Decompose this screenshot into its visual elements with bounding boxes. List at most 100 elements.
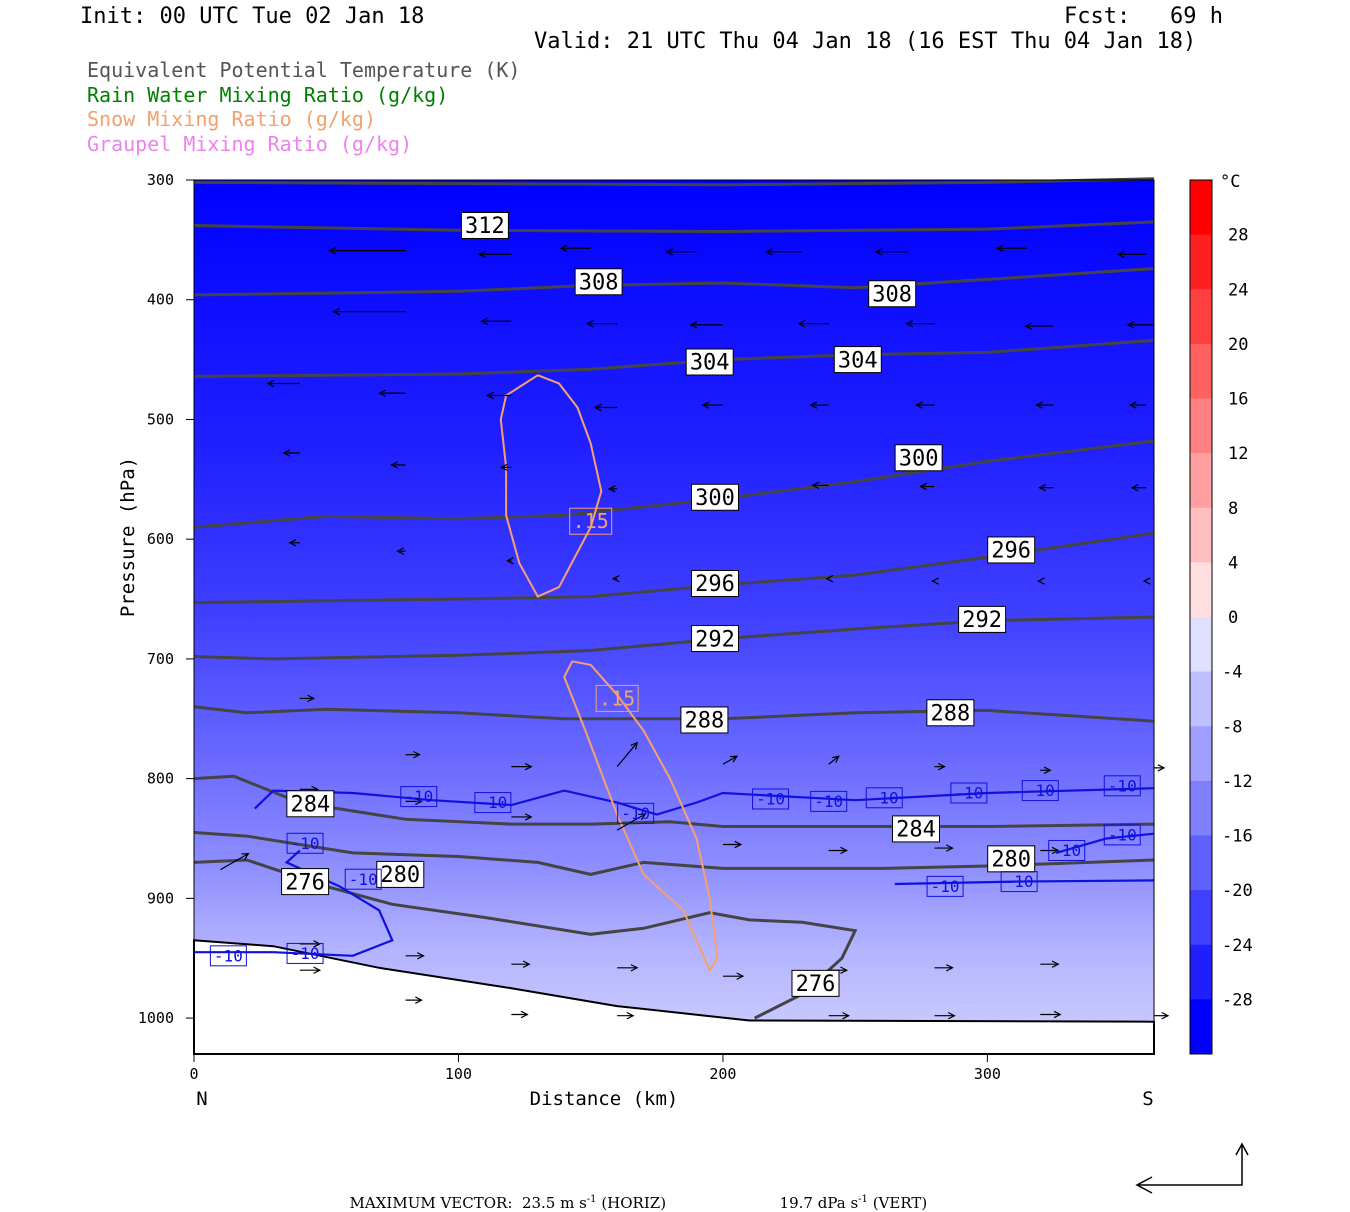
temperature-label: -10 <box>286 832 324 854</box>
wind-vector <box>825 574 834 583</box>
temperature-label-text: -10 <box>621 804 650 823</box>
colorbar-tick-label: 12 <box>1228 444 1248 464</box>
wind-vector <box>1126 321 1154 329</box>
theta-e-label-text: 276 <box>285 870 325 895</box>
wind-vector <box>828 1011 851 1020</box>
x-tick-label: 200 <box>709 1065 736 1083</box>
temperature-label-text: -10 <box>291 834 320 853</box>
temperature-label: -10 <box>209 945 247 967</box>
wind-vector <box>1040 1010 1062 1019</box>
wind-vector <box>607 485 618 493</box>
colorbar-tick-label: 16 <box>1228 390 1248 410</box>
theta-e-label-text: 308 <box>872 282 912 307</box>
wind-vector <box>934 964 954 972</box>
theta-e-label-text: 296 <box>695 572 735 597</box>
colorbar-tick-label: -20 <box>1222 881 1253 901</box>
wind-vector <box>282 449 300 457</box>
colorbar-tick-label: 0 <box>1228 608 1238 628</box>
wind-vector <box>328 246 406 255</box>
temperature-label-text: -10 <box>214 946 243 965</box>
theta-e-label-text: 288 <box>685 709 725 734</box>
wind-vector <box>500 463 512 472</box>
wind-vector <box>486 391 512 400</box>
temperature-label-text: -10 <box>870 788 899 807</box>
temperature-label-text: -10 <box>349 870 378 889</box>
temperature-label-text: -10 <box>931 877 960 896</box>
temperature-label: -10 <box>810 790 848 812</box>
vert-value: 19.7 dPa s <box>779 1194 859 1212</box>
colorbar-tick-label: -28 <box>1222 990 1253 1010</box>
theta-e-label-text: 300 <box>695 486 735 511</box>
temperature-label-text: -10 <box>814 792 843 811</box>
y-tick-label: 900 <box>147 889 174 907</box>
theta-e-label: 312 <box>460 211 509 239</box>
theta-e-contour <box>193 858 858 1020</box>
y-tick-label: 400 <box>147 291 174 309</box>
x-tick-label: 100 <box>445 1065 472 1083</box>
wind-vector <box>1128 401 1147 409</box>
theta-e-label-text: 292 <box>695 627 735 652</box>
wind-vector <box>220 852 250 871</box>
colorbar-segment <box>1190 944 1212 1000</box>
temperature-label: -10 <box>1000 871 1038 893</box>
legend-rain-water: Rain Water Mixing Ratio (g/kg) <box>87 83 449 107</box>
colorbar-segment <box>1190 562 1212 618</box>
theta-e-label: 284 <box>891 815 940 843</box>
x-tick-label: 300 <box>974 1065 1001 1083</box>
forecast-hour-label: Fcst: 69 h <box>1064 4 1223 29</box>
theta-e-label: 300 <box>690 483 739 511</box>
temperature-label: -10 <box>1103 775 1141 797</box>
y-tick-label: 700 <box>147 650 174 668</box>
wind-vector <box>828 755 840 765</box>
wind-vector <box>593 403 618 412</box>
wind-vector <box>511 1010 529 1019</box>
wind-vector <box>299 694 316 703</box>
theta-e-label: 308 <box>574 268 623 295</box>
wind-vector <box>1154 1011 1170 1020</box>
wind-vector <box>390 461 406 469</box>
y-axis-title: Pressure (hPa) <box>117 457 139 617</box>
wind-vector <box>405 996 423 1004</box>
wind-vector <box>405 797 423 806</box>
wind-vector <box>934 762 946 771</box>
theta-e-label-text: 308 <box>579 270 619 295</box>
wind-vector <box>915 401 935 409</box>
wind-vector <box>1038 483 1054 492</box>
theta-e-label: 296 <box>690 569 739 597</box>
colorbar-unit: °C <box>1220 172 1240 192</box>
wind-vector <box>1040 846 1060 855</box>
temperature-label-text: -10 <box>1052 841 1081 860</box>
temperature-label-text: -10 <box>404 787 433 806</box>
colorbar-frame <box>1189 179 1213 1055</box>
wind-vector <box>722 755 739 765</box>
colorbar-segment <box>1190 453 1212 509</box>
temperature-label-text: -10 <box>1026 781 1055 800</box>
init-time-label: Init: 00 UTC Tue 02 Jan 18 <box>80 4 425 29</box>
colorbar-tick-label: 8 <box>1228 499 1238 519</box>
theta-e-label-text: 296 <box>991 539 1031 564</box>
temperature-label: -10 <box>617 802 655 824</box>
temperature-label-text: -10 <box>756 790 785 809</box>
plot-frame <box>193 179 1155 1055</box>
wind-vector <box>995 244 1028 252</box>
wind-vector <box>828 846 849 855</box>
theta-e-label-text: 276 <box>796 972 836 997</box>
wind-vector <box>1040 960 1060 968</box>
colorbar-tick-label: 24 <box>1228 280 1248 300</box>
theta-e-contour <box>193 831 1155 876</box>
theta-e-label: 308 <box>868 280 917 307</box>
snow-contour <box>563 660 719 973</box>
wind-vector <box>1024 322 1054 330</box>
theta-e-label: 288 <box>926 699 975 726</box>
theta-e-label-text: 284 <box>896 818 936 843</box>
colorbar-segment <box>1190 289 1212 345</box>
wind-vector <box>689 321 723 329</box>
temperature-label-text: -10 <box>291 944 320 963</box>
theta-e-contour <box>193 220 1155 234</box>
theta-e-label-text: 280 <box>380 863 420 888</box>
x-axis-title: Distance (km) <box>530 1088 679 1110</box>
colorbar-tick-label: -8 <box>1222 717 1242 737</box>
theta-e-label-text: 292 <box>962 608 1002 633</box>
snow-contour <box>499 374 603 598</box>
